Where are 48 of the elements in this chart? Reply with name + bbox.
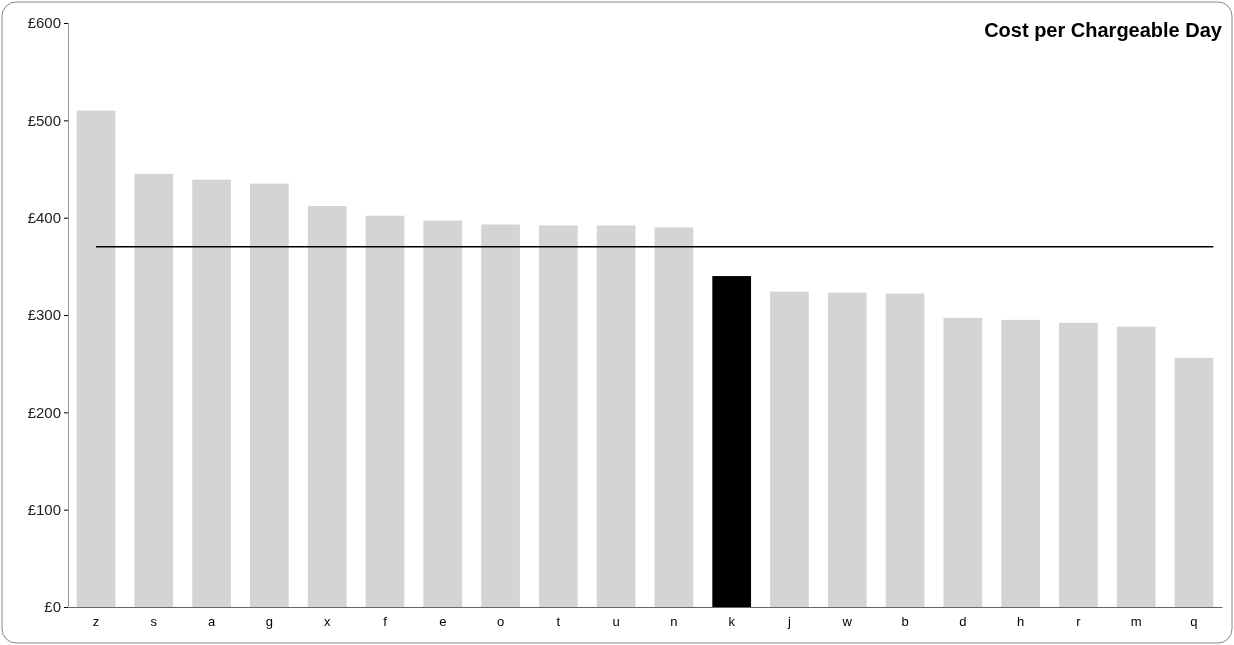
x-tick-label: w [841,613,853,629]
bar [250,183,289,607]
y-tick-label: £400 [27,208,61,226]
x-tick-label: d [959,613,967,629]
bar [1001,319,1040,607]
x-tick-label: m [1130,613,1142,629]
bar [770,291,809,607]
bar [827,292,867,607]
y-tick-label: £100 [27,500,61,518]
bar [538,225,578,607]
bar [712,276,752,607]
x-tick-label: u [612,613,620,629]
bar [1174,357,1214,607]
y-tick-label: £300 [27,306,61,324]
bar [654,227,694,607]
x-tick-label: k [728,613,736,629]
x-tick-label: f [383,613,388,629]
y-tick-label: £600 [27,14,61,32]
bar [423,220,463,607]
y-tick-label: £200 [27,403,61,421]
chart-title: Cost per Chargeable Day [984,19,1223,41]
bar [596,225,636,607]
bar [481,224,520,607]
bar [885,293,925,607]
bar [1059,322,1098,607]
x-tick-label: x [323,613,331,629]
y-tick-label: £0 [44,598,61,616]
bar [365,215,405,607]
x-tick-label: a [207,613,216,629]
x-tick-label: q [1190,613,1198,629]
x-tick-label: e [439,613,447,629]
bar [943,317,983,607]
x-tick-label: r [1076,613,1082,629]
bar [307,205,347,607]
x-tick-label: g [265,613,273,629]
x-tick-label: s [150,613,158,629]
bar [1116,326,1156,607]
bar [134,173,174,607]
x-tick-label: b [901,613,909,629]
bar [192,179,231,607]
x-tick-label: z [92,613,100,629]
x-tick-label: n [670,613,678,629]
x-tick-label: t [556,613,561,629]
x-tick-label: j [787,613,792,629]
bar [76,110,116,607]
x-tick-label: h [1017,613,1025,629]
y-tick-label: £500 [27,111,61,129]
x-tick-label: o [496,613,505,629]
